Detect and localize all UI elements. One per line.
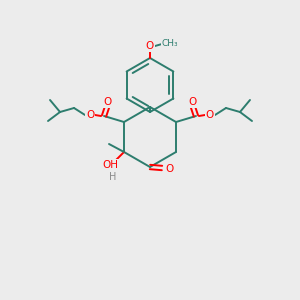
Text: O: O (86, 110, 94, 120)
Text: O: O (103, 97, 111, 107)
Text: O: O (146, 41, 154, 51)
Text: O: O (166, 164, 174, 174)
Text: CH₃: CH₃ (162, 40, 178, 49)
Text: OH: OH (102, 160, 118, 170)
Text: O: O (206, 110, 214, 120)
Text: H: H (109, 172, 117, 182)
Text: O: O (189, 97, 197, 107)
